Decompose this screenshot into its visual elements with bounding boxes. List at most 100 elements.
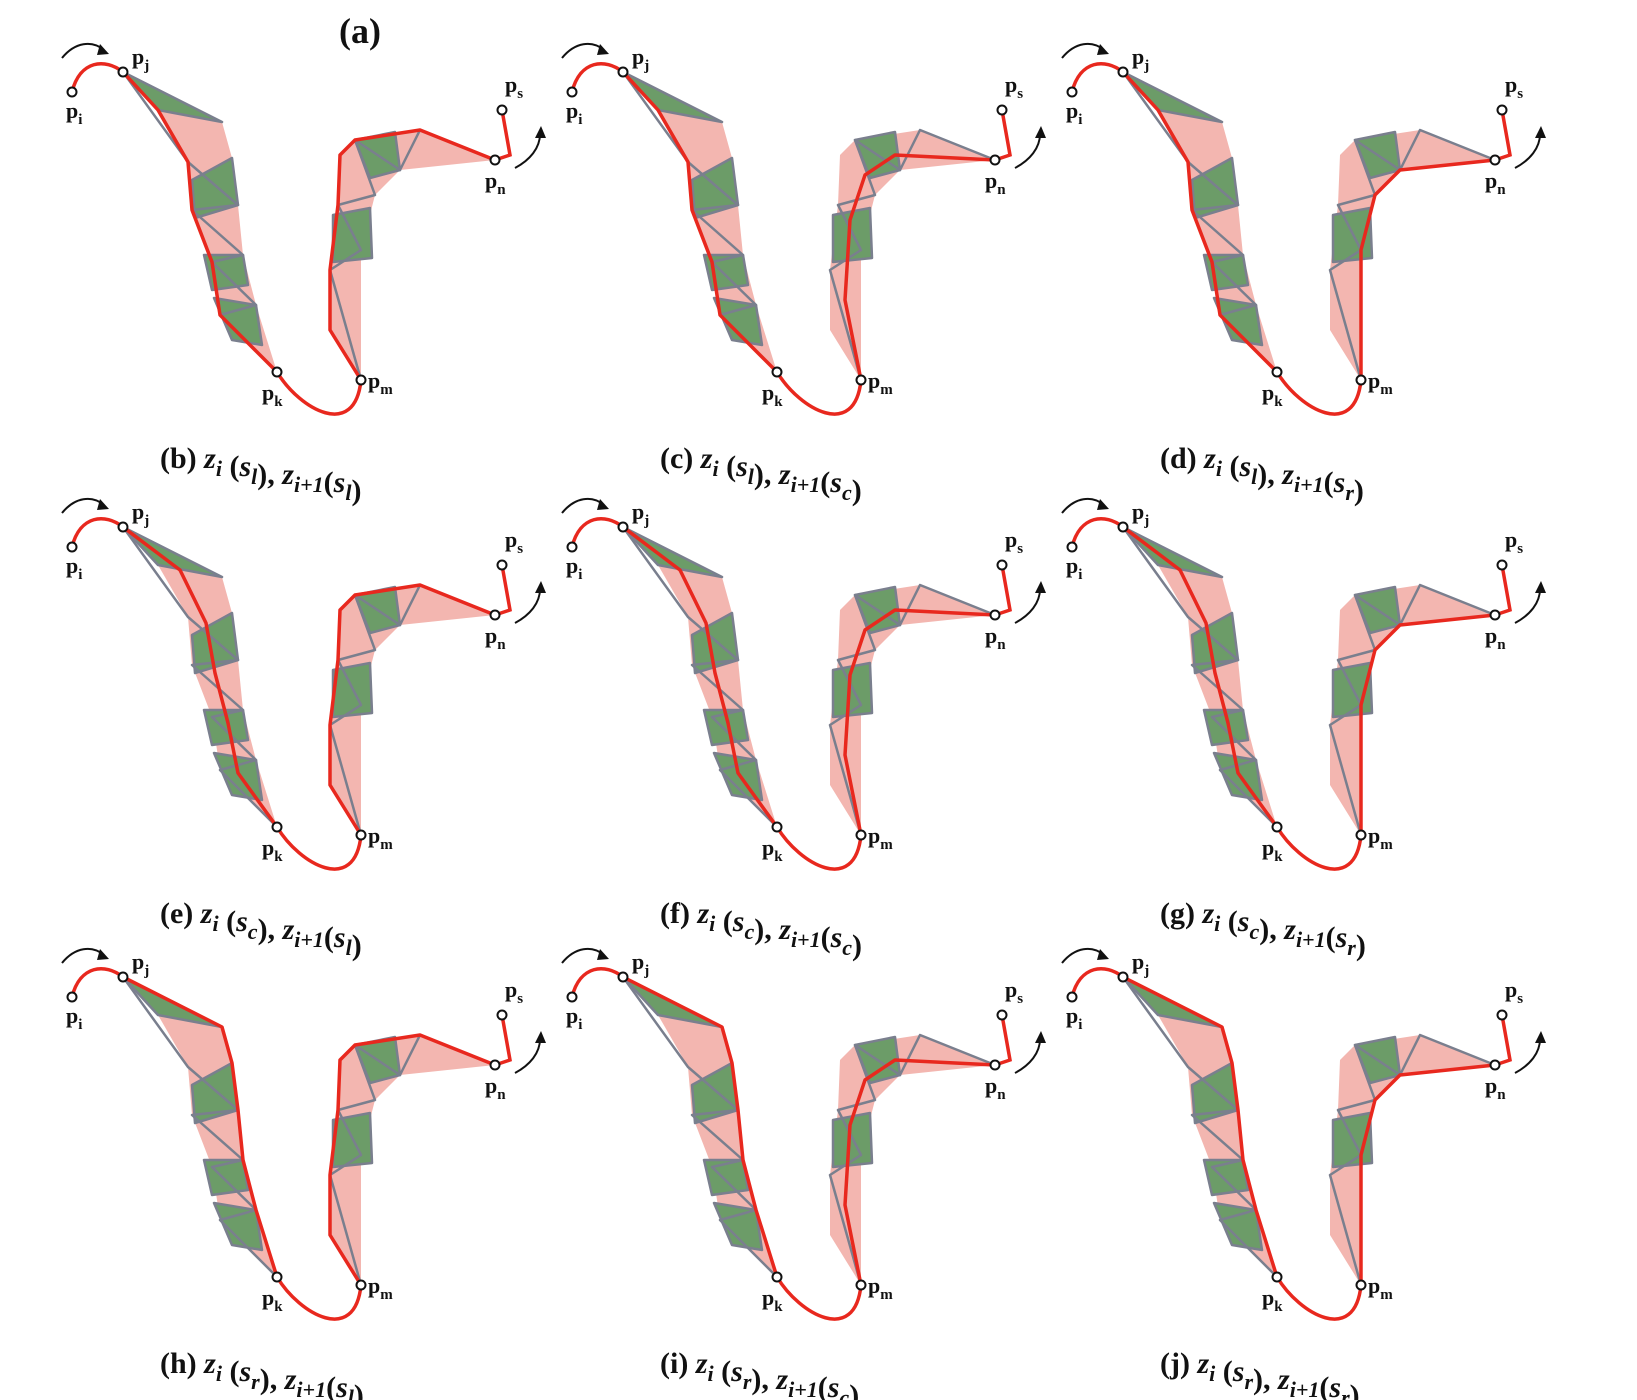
arg-open: ( (1222, 450, 1240, 483)
arg2-symbol: s (827, 1371, 840, 1400)
z-symbol: z (200, 897, 213, 930)
left-selected-path (121, 525, 279, 829)
label-ps: ps (1005, 977, 1023, 1007)
label-pn: pn (985, 168, 1006, 198)
left-green-cell-4 (712, 296, 764, 347)
right-region (1330, 1035, 1495, 1285)
z-symbol: z (203, 1347, 216, 1380)
node-pi (566, 541, 578, 553)
right-selected-path (1359, 1063, 1496, 1285)
arg-subscript: r (251, 1369, 260, 1394)
right-cell-boundaries (828, 1033, 996, 1286)
label-pm-subscript: m (1380, 837, 1393, 853)
label-pj-subscript: j (143, 963, 149, 979)
arrow-end-head-icon (1535, 1031, 1546, 1043)
z-subscript: i (712, 456, 719, 481)
arrow-start-icon (61, 947, 105, 964)
label-pk: pk (762, 835, 783, 865)
arg-open: ( (719, 450, 737, 483)
label-pj-subscript: j (143, 513, 149, 529)
node-pn (1489, 1059, 1501, 1071)
arg-subscript: l (748, 464, 755, 489)
arrow-end-icon (1014, 133, 1041, 169)
curve-segment-3 (994, 109, 1012, 162)
node-pj (617, 66, 629, 78)
arg-open: ( (219, 905, 237, 938)
curve-segment-2 (1275, 826, 1363, 871)
label-pj: pj (132, 949, 149, 979)
label-pm-subscript: m (880, 382, 893, 398)
panel-caption: (f) zi (sc), zi+1(sc) (660, 897, 862, 962)
arg-open: ( (1220, 905, 1238, 938)
label-pk-subscript: k (274, 1299, 283, 1315)
label-pj-subscript: j (643, 58, 649, 74)
node-pn (1489, 609, 1501, 621)
arrow-start-icon (561, 497, 605, 514)
label-pk-subscript: k (774, 849, 783, 865)
arrow-end-head-icon (535, 1031, 546, 1043)
label-pk: pk (1262, 380, 1283, 410)
arrow-start-head-icon (97, 44, 109, 55)
panel-tag: (i) (660, 1347, 696, 1380)
arg2-open: ( (1324, 466, 1334, 499)
arg-symbol: s (1232, 1355, 1245, 1388)
curve-segment-3 (1494, 564, 1512, 617)
z-next-symbol: z (282, 913, 295, 946)
arg2-open: ( (1326, 921, 1336, 954)
label-pi-subscript: i (1078, 1017, 1082, 1033)
arg-subscript: c (1249, 919, 1259, 944)
label-pn-subscript: n (1497, 182, 1506, 198)
label-pi-subscript: i (78, 112, 82, 128)
label-pn-subscript: n (997, 637, 1006, 653)
node-ps (496, 559, 508, 571)
arg2-subscript: l (346, 935, 353, 960)
panel-tag: (c) (660, 442, 701, 475)
node-pj (617, 971, 629, 983)
arg2-symbol: s (1333, 466, 1346, 499)
right-selected-path (1359, 613, 1496, 835)
arg2-open: ( (324, 466, 334, 499)
label-ps-subscript: s (517, 991, 523, 1007)
label-pk: pk (1262, 835, 1283, 865)
label-pi-subscript: i (1078, 112, 1082, 128)
arg2-subscript: l (345, 480, 352, 505)
arg2-symbol: s (829, 466, 842, 499)
label-pn: pn (985, 623, 1006, 653)
label-pm-subscript: m (380, 837, 393, 853)
node-ps (1496, 104, 1508, 116)
arg2-close: ) (849, 1379, 859, 1400)
figure-label: (a) (339, 11, 381, 51)
label-pj: pj (632, 949, 649, 979)
label-pm: pm (868, 368, 893, 398)
label-pn-subscript: n (497, 1087, 506, 1103)
curve-segment-1 (1070, 62, 1125, 93)
node-pj (1117, 521, 1129, 533)
label-pm: pm (368, 1273, 393, 1303)
panel-tag: (g) (1160, 897, 1202, 930)
label-pn-subscript: n (497, 182, 506, 198)
arrow-start-icon (61, 42, 105, 59)
label-ps-subscript: s (1517, 86, 1523, 102)
panel-caption: (j) zi (sr), zi+1(sr) (1160, 1347, 1360, 1400)
panel-tag: (d) (1160, 442, 1204, 475)
arrow-start-head-icon (597, 949, 609, 960)
label-pk: pk (262, 380, 283, 410)
z-next-symbol: z (778, 913, 791, 946)
node-pk (271, 366, 283, 378)
right-selected-path (328, 1033, 496, 1286)
z-next-symbol: z (284, 1363, 297, 1396)
curve-segment-1 (570, 517, 625, 548)
node-pj (117, 521, 129, 533)
node-ps (1496, 1009, 1508, 1021)
label-pi: pi (566, 553, 582, 583)
arg2-open: ( (821, 921, 831, 954)
left-green-cell-4 (1212, 296, 1264, 347)
left-green-cell-1 (121, 525, 224, 579)
z-subscript: i (1209, 1361, 1216, 1386)
label-ps-subscript: s (1517, 541, 1523, 557)
label-pj: pj (632, 499, 649, 529)
right-cell-boundaries (828, 128, 996, 381)
z-symbol: z (1203, 442, 1216, 475)
arg-subscript: l (251, 464, 258, 489)
node-ps (996, 104, 1008, 116)
